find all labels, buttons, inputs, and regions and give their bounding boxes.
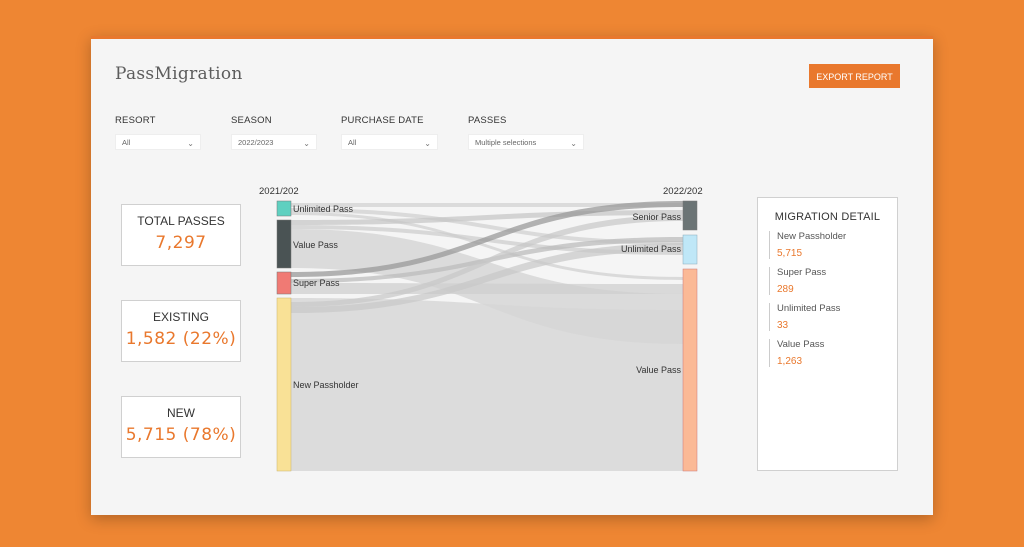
right-year-label: 2022/202 <box>663 186 703 197</box>
dashboard-card: PassMigration EXPORT REPORT RESORT All ⌄… <box>91 36 933 515</box>
left-node-label: New Passholder <box>293 380 359 390</box>
purchase-date-select[interactable]: All ⌄ <box>341 134 438 150</box>
detail-item-label: Unlimited Pass <box>777 303 841 314</box>
left-node-label: Super Pass <box>293 278 340 288</box>
sankey-flow <box>291 212 683 280</box>
detail-item-label: New Passholder <box>777 231 847 242</box>
left-node-new-passholder[interactable] <box>276 297 292 472</box>
detail-item-value: 33 <box>777 320 789 331</box>
filter-resort: RESORT All ⌄ <box>115 115 201 150</box>
chevron-down-icon: ⌄ <box>303 139 310 148</box>
detail-item-value: 289 <box>777 284 794 295</box>
chevron-down-icon: ⌄ <box>187 139 194 148</box>
kpi-new-value: 5,715 (78%) <box>125 425 237 445</box>
sankey-flow <box>291 243 683 313</box>
passes-select-value: Multiple selections <box>475 138 537 147</box>
sankey-flow <box>291 298 683 471</box>
filter-purchase-date-label: PURCHASE DATE <box>341 115 424 126</box>
filter-season: SEASON 2022/2023 ⌄ <box>231 115 317 150</box>
kpi-existing-value: 1,582 (22%) <box>125 329 237 349</box>
detail-item: Super Pass 289 <box>769 267 897 295</box>
purchase-date-select-value: All <box>348 138 357 147</box>
sankey-flow <box>291 283 683 294</box>
sankey-flow <box>291 203 683 207</box>
resort-select-value: All <box>122 138 131 147</box>
right-node-senior-pass[interactable] <box>682 200 698 231</box>
kpi-total-value: 7,297 <box>155 233 207 253</box>
chevron-down-icon: ⌄ <box>424 139 431 148</box>
season-select-value: 2022/2023 <box>238 138 274 147</box>
left-node-label: Unlimited Pass <box>293 204 354 214</box>
right-node-value-pass[interactable] <box>682 268 698 472</box>
right-node-unlimited-pass[interactable] <box>682 234 698 265</box>
detail-item-value: 5,715 <box>777 248 803 259</box>
right-node-label: Unlimited Pass <box>621 244 682 254</box>
kpi-total-passes: TOTAL PASSES 7,297 <box>121 204 241 266</box>
kpi-new-label: NEW <box>167 406 195 420</box>
right-node-label: Value Pass <box>636 365 681 375</box>
sankey-flow <box>291 208 683 245</box>
left-year-label: 2021/202 <box>259 186 299 197</box>
migration-detail-panel: MIGRATION DETAIL New Passholder 5,715 Su… <box>757 197 898 471</box>
chevron-down-icon: ⌄ <box>570 139 577 148</box>
detail-item-value: 1,263 <box>777 356 803 367</box>
kpi-existing-label: EXISTING <box>152 310 209 324</box>
kpi-new: NEW 5,715 (78%) <box>121 396 241 458</box>
app-title: PassMigration <box>115 64 243 84</box>
export-report-button[interactable]: EXPORT REPORT <box>809 64 900 88</box>
filter-season-label: SEASON <box>231 115 272 126</box>
sankey-flow <box>291 201 683 277</box>
detail-item: New Passholder 5,715 <box>769 231 897 259</box>
left-node-value-pass[interactable] <box>276 219 292 269</box>
left-node-super-pass[interactable] <box>276 271 292 295</box>
season-select[interactable]: 2022/2023 ⌄ <box>231 134 317 150</box>
right-node-label: Senior Pass <box>632 212 681 222</box>
left-node-unlimited-pass[interactable] <box>276 200 292 217</box>
sankey-chart: 2021/202 2022/202 Unlimited Pass Value P… <box>259 186 703 472</box>
detail-item: Unlimited Pass 33 <box>769 303 897 331</box>
passes-select[interactable]: Multiple selections ⌄ <box>468 134 584 150</box>
migration-detail-title: MIGRATION DETAIL <box>774 211 881 223</box>
filter-purchase-date: PURCHASE DATE All ⌄ <box>341 115 438 150</box>
detail-item-label: Super Pass <box>777 267 827 278</box>
detail-item-label: Value Pass <box>777 339 825 350</box>
kpi-existing: EXISTING 1,582 (22%) <box>121 300 241 362</box>
filter-passes: PASSES Multiple selections ⌄ <box>468 115 584 150</box>
sankey-flow <box>291 215 683 307</box>
filter-resort-label: RESORT <box>115 115 156 126</box>
resort-select[interactable]: All ⌄ <box>115 134 201 150</box>
filter-passes-label: PASSES <box>468 115 507 126</box>
kpi-total-label: TOTAL PASSES <box>137 214 225 228</box>
left-node-label: Value Pass <box>293 240 338 250</box>
detail-item: Value Pass 1,263 <box>769 339 897 367</box>
